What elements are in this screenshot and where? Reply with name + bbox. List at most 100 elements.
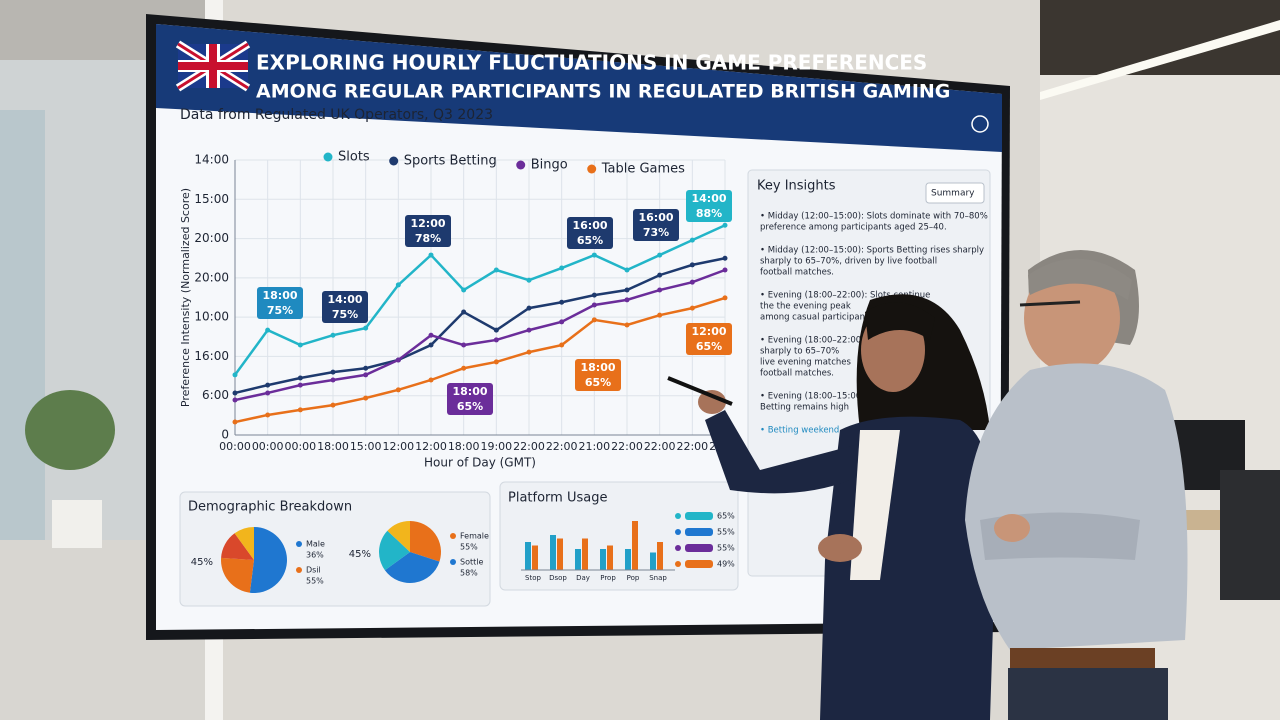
platform-bar — [532, 545, 538, 570]
y-tick-label: 15:00 — [194, 192, 229, 206]
y-tick-label: 0 — [221, 428, 229, 442]
legend-swatch — [389, 156, 399, 166]
pie-slice — [221, 533, 254, 560]
series-point — [363, 365, 369, 371]
insight-line: • Evening (18:00–22:00): Slots continue — [760, 291, 930, 301]
legend-label: Bingo — [531, 158, 568, 173]
platform-bar — [600, 549, 606, 570]
series-line — [234, 296, 726, 424]
series-point — [461, 365, 467, 371]
woman-presenter — [667, 294, 996, 720]
platform-title: Platform Usage — [508, 491, 607, 506]
series-point — [559, 265, 565, 271]
pie-legend-share: 55% — [460, 543, 478, 552]
callout-share: 75% — [332, 308, 358, 321]
insight-line: • Evening (18:00–15:00): Sports — [760, 392, 898, 402]
platform-bar — [625, 549, 631, 570]
platform-category: Day — [576, 574, 590, 582]
callout-share: 65% — [577, 234, 603, 247]
series-point — [428, 332, 434, 338]
platform-bar — [632, 521, 638, 570]
series-point — [461, 342, 467, 348]
series-point — [722, 255, 728, 261]
series-point — [689, 262, 695, 268]
series-point — [395, 282, 401, 288]
callout-box — [575, 359, 621, 391]
platform-category: Pop — [627, 574, 640, 582]
series-point — [624, 287, 630, 293]
insight-line: • Midday (12:00–15:00): Slots dominate w… — [760, 212, 988, 222]
callout-time: 18:00 — [580, 361, 615, 374]
series-point — [363, 395, 369, 401]
series-point — [330, 402, 336, 408]
uk-flag — [175, 40, 251, 92]
ceiling-light — [1040, 20, 1280, 100]
callout-box — [405, 215, 451, 247]
series-point — [265, 412, 271, 418]
insight-line: sharply to 65–70%, driven by live footba… — [760, 257, 937, 267]
series-point — [591, 292, 597, 298]
pie-slice — [387, 521, 410, 552]
series-point — [363, 372, 369, 378]
series-point — [657, 312, 663, 318]
plant-pot — [52, 500, 102, 548]
series-point — [689, 305, 695, 311]
office-chair — [1220, 470, 1280, 600]
legend-label: Slots — [338, 150, 370, 165]
x-tick-label: 22:00 — [644, 440, 676, 453]
series-point — [689, 237, 695, 243]
platform-bar — [550, 535, 556, 570]
x-tick-label: 22:00 — [546, 440, 578, 453]
callout-share: 78% — [415, 232, 441, 245]
series-point — [265, 327, 271, 333]
y-tick-label: 6:00 — [202, 388, 229, 402]
x-tick-label: 19:00 — [480, 440, 512, 453]
legend-swatch — [587, 164, 597, 174]
platform-legend-dot — [675, 545, 681, 551]
series-point — [657, 287, 663, 293]
series-point — [526, 327, 532, 333]
platform-bar — [607, 545, 613, 570]
insight-line: Betting remains high — [760, 403, 849, 413]
series-point — [461, 287, 467, 293]
pie-legend-share: 36% — [306, 551, 324, 560]
series-point — [232, 372, 238, 378]
callout-time: 12:00 — [691, 325, 726, 338]
header-band — [156, 24, 1002, 152]
series-point — [297, 342, 303, 348]
x-tick-label: 21:00 — [578, 440, 610, 453]
pie-legend-swatch — [450, 559, 456, 565]
platform-legend-pill — [685, 560, 713, 568]
series-point — [265, 382, 271, 388]
info-icon[interactable] — [971, 115, 989, 133]
series-point — [232, 397, 238, 403]
platform-bar — [557, 538, 563, 570]
x-tick-label: 18:00 — [317, 440, 349, 453]
series-point — [265, 390, 271, 396]
series-point — [591, 302, 597, 308]
series-point — [591, 252, 597, 258]
pie-slice — [249, 527, 287, 593]
series-point — [526, 277, 532, 283]
x-tick-label: 22:00 — [611, 440, 643, 453]
insight-line: preference among participants aged 25–40… — [760, 223, 947, 233]
series-point — [428, 252, 434, 258]
pie-legend-share: 55% — [306, 577, 324, 586]
dashboard-content: 0 6:00 16:00 10:00 20:00 20:00 15:00 14:00 00:00… — [179, 150, 988, 593]
callout-box — [322, 291, 368, 323]
pie-legend-share: 58% — [460, 569, 478, 578]
pie-legend-label: Male — [306, 540, 325, 549]
man-observer — [965, 250, 1188, 720]
legend-label: Table Games — [601, 162, 685, 177]
series-point — [428, 342, 434, 348]
window — [0, 110, 45, 550]
x-tick-label: 15:00 — [350, 440, 382, 453]
series-line — [234, 268, 726, 402]
pie-slice — [379, 530, 410, 571]
series-point — [493, 359, 499, 365]
filter-dropdown[interactable] — [925, 182, 985, 204]
x-tick-label: 12:00 — [382, 440, 414, 453]
legend-label: Sports Betting — [404, 154, 497, 169]
platform-category: Dsop — [549, 574, 567, 582]
